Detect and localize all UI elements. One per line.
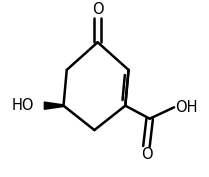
- Text: OH: OH: [175, 100, 198, 115]
- Polygon shape: [44, 102, 64, 109]
- Text: O: O: [92, 2, 103, 17]
- Text: HO: HO: [12, 98, 34, 113]
- Text: O: O: [141, 147, 152, 162]
